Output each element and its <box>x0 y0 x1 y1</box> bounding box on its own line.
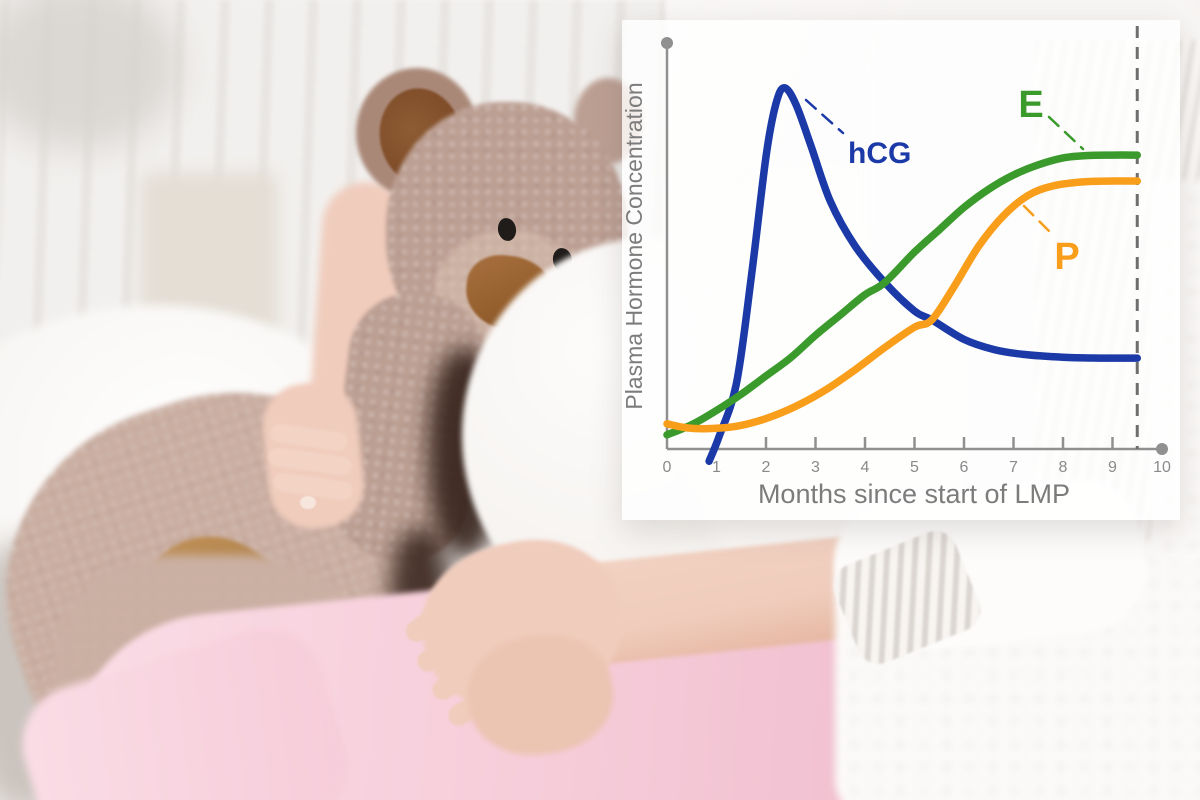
hcg-curve <box>705 83 1142 465</box>
x-tick-label: 9 <box>1108 459 1117 476</box>
x-tick-label: 7 <box>1009 459 1018 476</box>
hcg-label: hCG <box>848 137 911 170</box>
hcg-leader-line <box>804 98 845 135</box>
estrogen-label: E <box>1018 84 1043 126</box>
hormone-chart-panel: 0 1 2 3 4 5 6 7 8 9 10 hCG E P Months since start … <box>621 20 1180 520</box>
y-axis-title: Plasma Hormone Concentration <box>622 82 647 409</box>
hormone-line-chart: 0 1 2 3 4 5 6 7 8 9 10 hCG E P Months since start … <box>621 26 1171 509</box>
x-tick-label: 8 <box>1059 459 1068 476</box>
x-tick-label: 5 <box>910 459 919 476</box>
x-axis-ticks: 0 1 2 3 4 5 6 7 8 9 10 <box>663 437 1171 476</box>
y-axis-end-dot <box>661 37 673 49</box>
progesterone-leader-line <box>1022 204 1053 235</box>
progesterone-curve <box>663 177 1142 433</box>
x-tick-label: 3 <box>811 459 820 476</box>
progesterone-label: P <box>1054 236 1079 278</box>
x-tick-label: 1 <box>712 459 721 476</box>
x-tick-label: 4 <box>861 459 870 476</box>
fingernail <box>300 496 316 509</box>
x-axis-title: Months since start of LMP <box>758 479 1070 509</box>
x-tick-label: 2 <box>762 459 771 476</box>
x-tick-label: 0 <box>663 459 672 476</box>
curtain-corner-shade <box>0 0 180 150</box>
x-tick-label: 6 <box>960 459 969 476</box>
x-axis-end-dot <box>1156 443 1168 455</box>
estrogen-leader-line <box>1047 115 1085 151</box>
estrogen-curve <box>663 151 1142 439</box>
x-tick-label: 10 <box>1153 459 1171 476</box>
